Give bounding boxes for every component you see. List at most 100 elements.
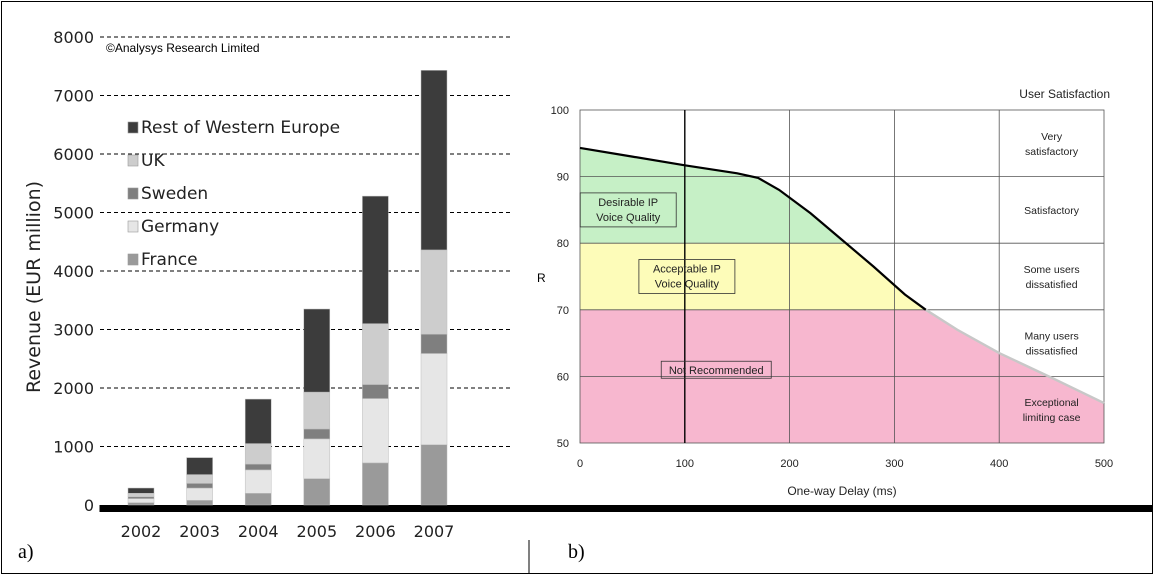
revenue-y-axis-label: Revenue (EUR million) xyxy=(23,181,45,393)
revenue-bar-segment xyxy=(186,474,213,484)
region-label: Voice Quality xyxy=(655,279,720,291)
revenue-y-tick-labels: 0 1000 2000 3000 4000 5000 6000 7000 8000 xyxy=(53,28,94,515)
revenue-legend-label: Germany xyxy=(141,217,219,237)
quality-y-tick-label: 100 xyxy=(551,105,569,117)
quality-plot-frame xyxy=(579,109,1105,444)
panel-label-a: a) xyxy=(18,541,34,563)
revenue-y-tick-label: 1000 xyxy=(53,438,94,457)
quality-x-tick-label: 0 xyxy=(577,458,583,470)
quality-curve xyxy=(925,308,1105,405)
quality-y-axis-label: R xyxy=(537,271,546,285)
revenue-bar-segment xyxy=(362,462,389,506)
revenue-legend-swatch xyxy=(127,121,139,134)
region-label: Desirable IP xyxy=(598,197,658,209)
revenue-bar-segment xyxy=(303,391,331,430)
revenue-legend-swatch xyxy=(127,220,139,233)
quality-x-tick-label: 200 xyxy=(780,458,798,470)
revenue-bar-segment xyxy=(127,496,155,499)
quality-y-tick-label: 60 xyxy=(557,371,569,383)
quality-y-tick-labels: 50 60 70 80 90 100 xyxy=(551,105,569,450)
region-desirable xyxy=(580,147,846,244)
quality-y-tick-label: 80 xyxy=(557,238,569,250)
voice-quality-chart: Desirable IP Voice Quality Acceptable IP Vo… xyxy=(537,87,1113,498)
revenue-x-tick-label: 2007 xyxy=(414,522,455,541)
revenue-legend-label: Sweden xyxy=(141,184,208,204)
revenue-legend-label: UK xyxy=(141,151,165,171)
region-label: Not Recommended xyxy=(669,365,764,377)
revenue-bar-segment xyxy=(186,487,213,501)
revenue-legend-label: France xyxy=(141,250,198,270)
revenue-y-tick-label: 7000 xyxy=(53,87,94,106)
revenue-x-tick-label: 2002 xyxy=(121,522,162,541)
satisfaction-label: Many users xyxy=(1024,331,1078,343)
revenue-bar-segment xyxy=(244,398,272,444)
quality-x-tick-label: 100 xyxy=(676,458,694,470)
satisfaction-label: Exceptional xyxy=(1024,397,1078,409)
region-label: Voice Quality xyxy=(596,212,661,224)
revenue-bar-segment xyxy=(244,469,272,494)
revenue-bar-segment xyxy=(362,384,389,399)
satisfaction-label: dissatisfied xyxy=(1026,346,1078,358)
revenue-bar-segment xyxy=(362,195,389,324)
region-acceptable xyxy=(580,243,926,310)
copyright-note: ©Analysys Research Limited xyxy=(106,41,260,55)
revenue-bar-segment xyxy=(186,483,213,489)
revenue-bar-segment xyxy=(420,444,448,506)
region-label-box xyxy=(660,360,772,379)
revenue-bar-segment xyxy=(420,249,448,335)
revenue-bar-segment xyxy=(244,493,272,506)
revenue-bars xyxy=(127,70,448,506)
revenue-x-tick-label: 2005 xyxy=(296,522,337,541)
satisfaction-label: Some users xyxy=(1024,264,1080,276)
satisfaction-label: dissatisfied xyxy=(1026,279,1078,291)
revenue-bar-segment xyxy=(362,398,389,464)
satisfaction-labels: Very satisfactory Satisfactory Some users di… xyxy=(1023,131,1081,424)
panel-label-b: b) xyxy=(568,541,585,563)
satisfaction-label: Satisfactory xyxy=(1024,205,1080,217)
revenue-legend-swatch xyxy=(127,154,139,167)
revenue-legend-swatch xyxy=(127,253,139,266)
revenue-bar-segment xyxy=(244,463,272,471)
revenue-x-axis-baseline xyxy=(100,505,1153,512)
revenue-bar-segment xyxy=(127,487,155,494)
revenue-y-tick-label: 8000 xyxy=(53,28,94,47)
revenue-bar-segment xyxy=(244,443,272,465)
revenue-bar-segment xyxy=(303,438,331,479)
revenue-bar-segment xyxy=(127,502,155,506)
quality-region-labels: Desirable IP Voice Quality Acceptable IP Vo… xyxy=(579,192,772,379)
revenue-y-tick-label: 4000 xyxy=(53,262,94,281)
revenue-x-tick-labels: 2002 2003 2004 2005 2006 2007 xyxy=(121,522,455,541)
revenue-legend: Rest of Western Europe UK Sweden Germany Fra… xyxy=(127,118,340,270)
revenue-x-tick-label: 2003 xyxy=(179,522,220,541)
quality-x-tick-labels: 0 100 200 300 400 500 xyxy=(577,458,1113,470)
quality-x-tick-label: 300 xyxy=(885,458,903,470)
quality-x-axis-label: One-way Delay (ms) xyxy=(787,484,896,498)
revenue-y-tick-label: 5000 xyxy=(53,204,94,223)
revenue-bar-segment xyxy=(186,457,213,475)
satisfaction-label: limiting case xyxy=(1023,412,1081,424)
revenue-bar-segment xyxy=(303,478,331,506)
revenue-bar-segment xyxy=(362,323,389,385)
revenue-legend-label: Rest of Western Europe xyxy=(141,118,340,138)
region-label: Acceptable IP xyxy=(653,264,721,276)
revenue-bar-segment xyxy=(127,493,155,498)
revenue-bar-segment xyxy=(420,333,448,354)
revenue-legend-swatch xyxy=(127,187,139,200)
quality-y-tick-label: 50 xyxy=(557,438,569,450)
satisfaction-header: User Satisfaction xyxy=(1019,87,1110,101)
quality-curves xyxy=(579,146,1105,405)
region-label-box xyxy=(579,192,677,228)
region-label-box xyxy=(638,259,736,294)
revenue-y-tick-label: 6000 xyxy=(53,145,94,164)
satisfaction-label: satisfactory xyxy=(1025,146,1079,158)
revenue-x-tick-label: 2004 xyxy=(238,522,279,541)
revenue-bar-segment xyxy=(420,353,448,445)
quality-x-tick-label: 400 xyxy=(990,458,1008,470)
quality-y-tick-label: 90 xyxy=(557,172,569,184)
revenue-bar-segment xyxy=(303,308,331,393)
revenue-y-tick-label: 2000 xyxy=(53,379,94,398)
revenue-x-tick-label: 2006 xyxy=(355,522,396,541)
